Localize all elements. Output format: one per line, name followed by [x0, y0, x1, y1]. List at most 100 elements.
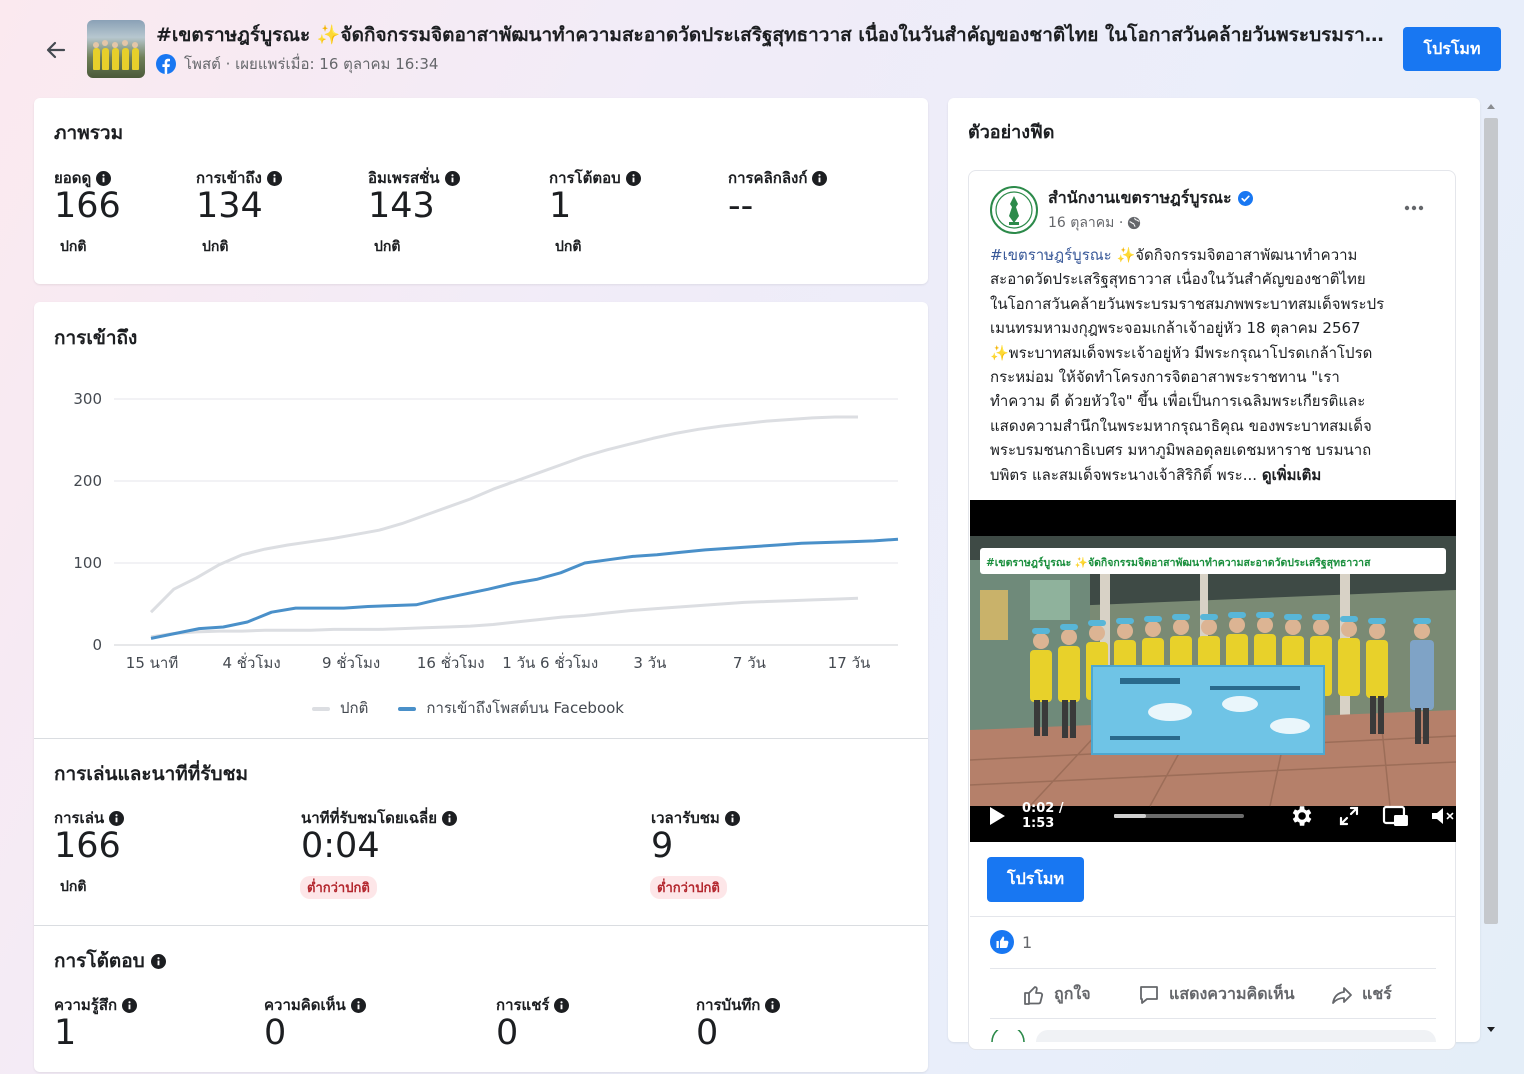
promote-button[interactable]: โปรโมท — [1403, 27, 1501, 71]
info-icon[interactable] — [109, 810, 125, 826]
scroll-down-arrow-icon[interactable] — [1486, 1026, 1496, 1034]
overview-metric-1-label-text: การเข้าถึง — [196, 169, 262, 187]
overview-metric-2-tag: ปกติ — [374, 239, 401, 255]
comment-input[interactable] — [1036, 1030, 1436, 1042]
engagement-metric-2-label: การแชร์ — [496, 993, 570, 1017]
chart-legend: ปกติ การเข้าถึงโพสต์บน Facebook — [312, 696, 624, 720]
post-text-segment: พระบาทสมเด็จพระเจ้าอยู่หัว มีพระกรุณาโปร… — [1008, 343, 1373, 362]
info-icon[interactable] — [442, 810, 458, 826]
overview-metric-0-label: ยอดดู — [54, 166, 112, 190]
post-text-segment: บพิตร และสมเด็จพระนางเจ้าสิริกิติ์ พระ..… — [990, 465, 1258, 484]
post-video[interactable] — [970, 500, 1456, 842]
plays-metric-1-value: 0:04 — [301, 826, 380, 866]
page-name[interactable]: สำนักงานเขตราษฎร์บูรณะ — [1048, 186, 1253, 211]
post-text-line: กระหม่อม ให้จัดทำโครงการจิตอาสาพระราชทาน… — [990, 365, 1442, 389]
legend-swatch-facebook — [398, 706, 417, 711]
plays-metric-2-label: เวลารับชม — [651, 806, 740, 830]
post-hashtag[interactable]: #เขตราษฎร์บูรณะ — [990, 246, 1112, 264]
x-tick-label: 4 ชั่วโมง — [222, 652, 280, 672]
info-icon[interactable] — [554, 997, 570, 1013]
video-progress-track[interactable] — [1114, 814, 1245, 818]
info-icon[interactable] — [724, 810, 740, 826]
info-icon[interactable] — [444, 170, 460, 186]
series-facebook-reach-line — [150, 537, 899, 640]
y-tick-label: 100 — [73, 554, 102, 572]
engagement-metric-0-value: 1 — [54, 1013, 77, 1053]
post-text-line: #เขตราษฎร์บูรณะ ✨จัดกิจกรรมจิตอาสาพัฒนาท… — [990, 243, 1442, 267]
plays-metric-0-tag: ปกติ — [60, 879, 87, 895]
scrollbar-thumb[interactable] — [1484, 118, 1498, 924]
plays-metric-0-label: การเล่น — [54, 806, 125, 830]
legend-item-facebook[interactable]: การเข้าถึงโพสต์บน Facebook — [398, 696, 624, 720]
post-text-line: เมนทรมหามงกุฎพระจอมเกล้าเจ้าอยู่หัว 18 ต… — [990, 316, 1442, 340]
post-text-line: แสดงความสำนึกในพระมหากรุณาธิคุณ ของพระบา… — [990, 414, 1442, 438]
video-time: 0:02 / 1:53 — [1021, 801, 1064, 831]
mute-icon[interactable] — [1430, 805, 1456, 827]
comment-button[interactable]: แสดงความคิดเห็น — [1137, 982, 1295, 1007]
facebook-logo-icon — [156, 54, 176, 74]
see-more-link[interactable]: ดูเพิ่มเติม — [1261, 465, 1322, 484]
overview-metric-0-value: 166 — [54, 186, 121, 226]
reach-chart: 0 100 200 300 15 นาที 4 ชั่วโมง 9 ชั่วโมง 16 ชั… — [73, 390, 899, 672]
post-title: #เขตราษฎร์บูรณะ ✨จัดกิจกรรมจิตอาสาพัฒนาท… — [156, 24, 1392, 46]
plays-metric-0-value: 166 — [54, 826, 121, 866]
fullscreen-icon[interactable] — [1338, 805, 1360, 827]
x-tick-label: 3 วัน — [633, 654, 666, 672]
post-text-segment: พระบรมชนกาธิเบศร มหาภูมิพลอดุลยเดชมหาราช… — [990, 441, 1372, 460]
overview-metric-1-value: 134 — [196, 186, 263, 226]
post-text-segment: แสดงความสำนึกในพระมหากรุณาธิคุณ ของพระบา… — [990, 416, 1372, 435]
post-text-line: ✨พระบาทสมเด็จพระเจ้าอยู่หัว มีพระกรุณาโป… — [990, 341, 1442, 365]
y-tick-label: 0 — [92, 636, 102, 654]
picture-in-picture-icon[interactable] — [1382, 804, 1410, 828]
engagement-title-text: การโต้ตอบ — [54, 950, 145, 972]
page-avatar[interactable] — [990, 186, 1038, 234]
x-tick-label: 17 วัน — [828, 654, 871, 672]
plays-metric-1-label: นาทีที่รับชมโดยเฉลี่ย — [301, 806, 458, 830]
settings-gear-icon[interactable] — [1288, 803, 1314, 829]
share-button[interactable]: แชร์ — [1330, 982, 1392, 1007]
info-icon[interactable] — [122, 997, 138, 1013]
like-reaction-icon — [990, 930, 1014, 954]
info-icon[interactable] — [765, 997, 781, 1013]
post-text-line: สะอาดวัดประเสริฐสุทธาวาส เนื่องในวันสำคั… — [990, 267, 1442, 291]
plays-metric-2-value: 9 — [651, 826, 674, 866]
y-tick-label: 300 — [73, 390, 102, 408]
plays-metric-1-tag: ต่ำกว่าปกติ — [300, 876, 377, 899]
like-count: 1 — [1022, 932, 1033, 952]
info-icon[interactable] — [812, 170, 828, 186]
back-arrow-icon[interactable] — [44, 38, 68, 62]
engagement-metric-3-value: 0 — [696, 1013, 719, 1053]
post-text-segment: เมนทรมหามงกุฎพระจอมเกล้าเจ้าอยู่หัว 18 ต… — [990, 319, 1361, 338]
post-date: 16 ตุลาคม · — [1048, 212, 1141, 234]
info-icon[interactable] — [625, 170, 641, 186]
comment-label: แสดงความคิดเห็น — [1169, 984, 1295, 1003]
page-name-text: สำนักงานเขตราษฎร์บูรณะ — [1048, 188, 1232, 207]
engagement-metric-0-label-text: ความรู้สึก — [54, 996, 118, 1014]
engagement-metric-2-value: 0 — [496, 1013, 519, 1053]
post-text-segment: ทำความ ดี ด้วยหัวใจ" ขึ้น เพื่อเป็นการเฉ… — [990, 392, 1366, 411]
engagement-metric-1-value: 0 — [264, 1013, 287, 1053]
engagement-metric-1-label: ความคิดเห็น — [264, 993, 366, 1017]
post-meta: โพสต์ · เผยแพร่เมื่อ: 16 ตุลาคม 16:34 — [156, 54, 438, 74]
more-options-icon[interactable] — [1402, 198, 1426, 218]
preview-promote-button[interactable]: โปรโมท — [987, 857, 1084, 902]
scroll-up-arrow-icon[interactable] — [1486, 102, 1496, 110]
engagement-metric-3-label: การบันทึก — [696, 993, 781, 1017]
post-date-text: 16 ตุลาคม · — [1048, 215, 1124, 231]
post-text-segment: สะอาดวัดประเสริฐสุทธาวาส เนื่องในวันสำคั… — [990, 270, 1366, 289]
legend-label-facebook: การเข้าถึงโพสต์บน Facebook — [426, 699, 624, 717]
post-text-segment: กระหม่อม ให้จัดทำโครงการจิตอาสาพระราชทาน… — [990, 368, 1340, 387]
post-text-segment: ในโอกาสวันคล้ายวันพระบรมราชสมภพพระบาทสมเ… — [990, 294, 1385, 313]
info-icon[interactable] — [96, 170, 112, 186]
video-frame — [970, 500, 1456, 807]
legend-item-normal[interactable]: ปกติ — [312, 696, 368, 720]
plays-title: การเล่นและนาทีที่รับชม — [54, 763, 248, 785]
play-icon[interactable] — [988, 806, 1006, 826]
series-normal-upper-line — [149, 415, 858, 614]
plays-metric-2-label-text: เวลารับชม — [651, 809, 720, 827]
info-icon[interactable] — [266, 170, 282, 186]
info-icon[interactable] — [150, 953, 166, 969]
info-icon[interactable] — [350, 997, 366, 1013]
like-button[interactable]: ถูกใจ — [1022, 982, 1091, 1007]
reactions-summary[interactable]: 1 — [990, 930, 1032, 954]
